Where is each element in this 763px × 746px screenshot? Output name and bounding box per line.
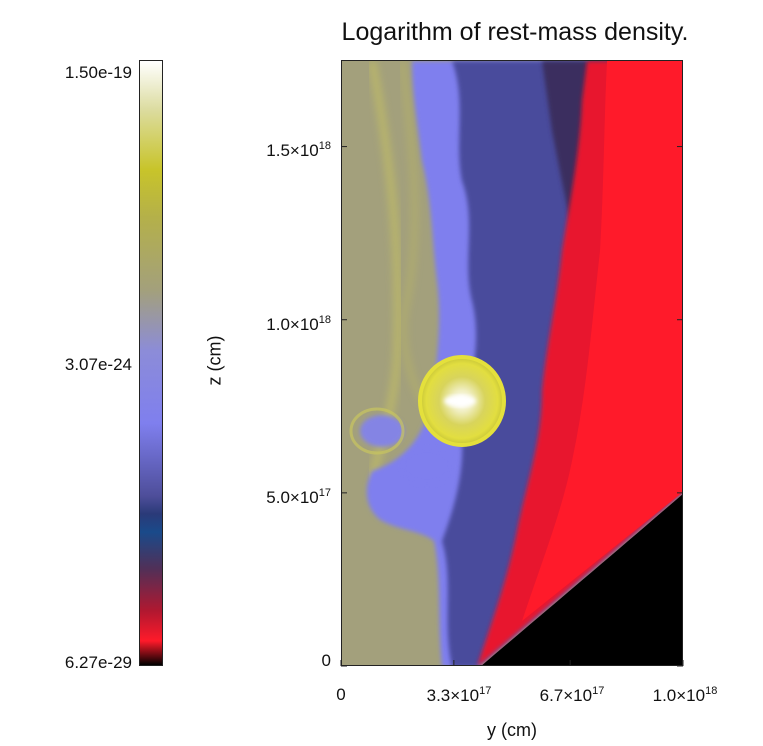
x-axis-label: y (cm) <box>487 720 537 740</box>
y-axis-label: z (cm) <box>204 335 225 386</box>
colorbar-label-min: 6.27e-29 <box>64 653 132 672</box>
bubble-rim <box>418 355 506 447</box>
colorbar-label-mid: 3.07e-24 <box>64 355 132 374</box>
density-heatmap <box>342 61 682 665</box>
bubble-core <box>444 395 476 407</box>
jet-cone <box>482 494 682 665</box>
ytick-label: 1.0×1018 <box>266 314 331 334</box>
shell <box>349 407 405 455</box>
ytick-label: 0 <box>321 651 331 670</box>
ytick-label: 1.5×1018 <box>266 140 331 160</box>
blob <box>360 415 404 447</box>
colorbar <box>139 60 163 666</box>
plot-area <box>341 60 683 666</box>
xtick-label: 3.3×1017 <box>426 685 492 705</box>
shocked-gas-bright <box>522 61 682 621</box>
ytick-label: 5.0×1017 <box>266 487 331 507</box>
xtick-label: 0 <box>336 685 346 704</box>
xtick-label: 1.0×1018 <box>652 685 718 705</box>
streak <box>399 61 425 403</box>
colorbar-label-max: 1.50e-19 <box>64 63 132 82</box>
chart-title: Logarithm of rest-mass density. <box>341 18 689 46</box>
blob <box>402 448 452 484</box>
xtick-label: 6.7×1017 <box>539 685 605 705</box>
